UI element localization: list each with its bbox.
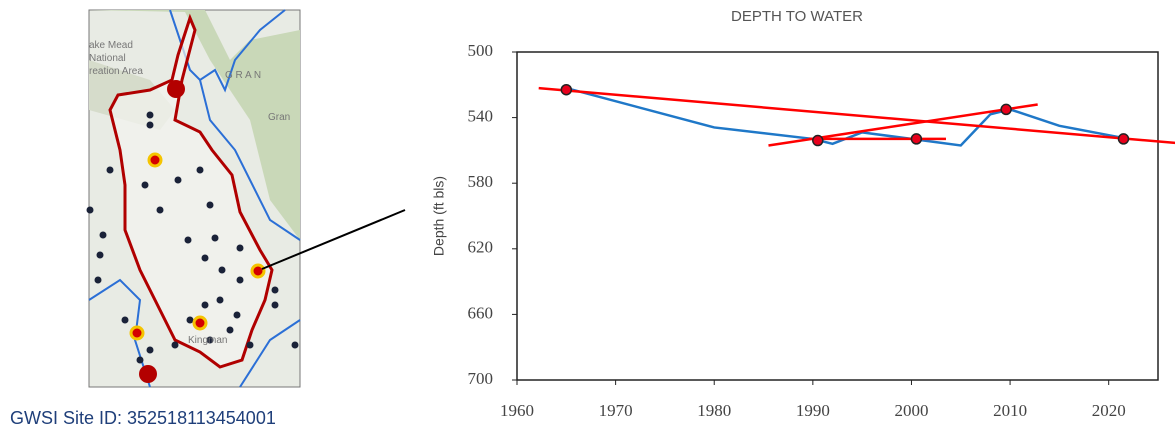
- y-tick-label: 700: [468, 369, 494, 388]
- measurement-point: [910, 133, 923, 145]
- measurement-point: [1117, 133, 1130, 145]
- y-tick-label: 540: [468, 107, 494, 126]
- trend-line: [538, 86, 1175, 145]
- well-major: [139, 365, 157, 383]
- x-tick-label: 1990: [796, 401, 830, 420]
- y-tick-label: 580: [468, 172, 494, 191]
- site-caption: GWSI Site ID: 352518113454001: [10, 408, 276, 428]
- measurement-point: [812, 134, 824, 147]
- x-tick-label: 2020: [1092, 401, 1126, 420]
- map-label: Kingman: [188, 335, 227, 346]
- map-label: National: [89, 53, 126, 64]
- plot-frame: [516, 51, 1159, 381]
- chart-title: DEPTH TO WATER: [731, 8, 863, 25]
- y-tick-label: 620: [468, 238, 494, 257]
- y-tick-label: 500: [468, 41, 494, 60]
- river: [239, 319, 301, 388]
- map-label: ake Mead: [89, 40, 133, 51]
- map: ake Mead National reation Area G R A N G…: [86, 9, 406, 388]
- well-major: [167, 80, 185, 98]
- map-label: reation Area: [89, 66, 143, 77]
- river: [199, 79, 301, 241]
- x-tick-label: 1960: [500, 401, 534, 420]
- wells: [86, 111, 299, 364]
- basin-boundary: [108, 13, 274, 369]
- terrain: [89, 10, 300, 240]
- y-axis-label: Depth (ft bls): [431, 176, 447, 256]
- x-tick-label: 2000: [894, 401, 928, 420]
- map-label: Gran: [268, 112, 290, 123]
- measurement-point: [1000, 103, 1012, 116]
- measurement-point: [560, 83, 573, 96]
- x-tick-label: 1970: [599, 401, 633, 420]
- map-label: G R A N: [225, 70, 261, 81]
- x-tick-label: 2010: [993, 401, 1027, 420]
- x-tick-label: 1980: [697, 401, 731, 420]
- river: [88, 278, 151, 388]
- y-tick-label: 660: [468, 303, 494, 322]
- pointer-line: [261, 209, 406, 270]
- well-highlight: [129, 152, 266, 341]
